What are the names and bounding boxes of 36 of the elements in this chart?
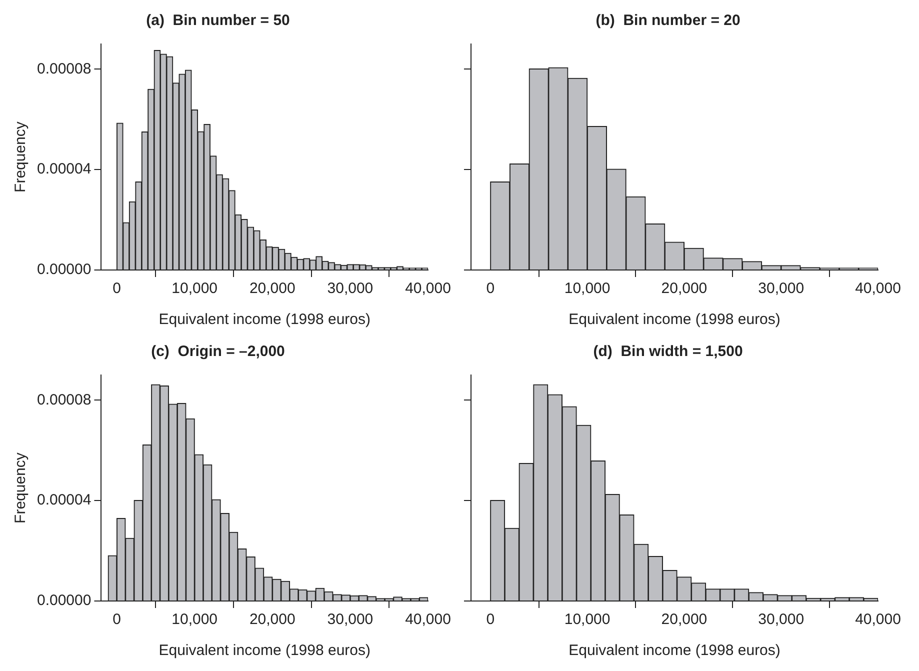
x-axis-title: Equivalent income (1998 euros) xyxy=(568,311,780,328)
x-tick-label: 10,000 xyxy=(564,611,610,628)
x-tick-label: 30,000 xyxy=(758,611,804,628)
x-tick-label: 0 xyxy=(112,280,121,298)
x-tick-label: 20,000 xyxy=(249,611,296,628)
x-axis-title: Equivalent income (1998 euros) xyxy=(158,311,371,328)
y-axis-title: Frequency xyxy=(12,452,30,524)
x-tick-label: 10,000 xyxy=(564,280,610,298)
y-tick-label: 0.00000 xyxy=(36,261,92,278)
x-tick-label: 40,000 xyxy=(405,611,451,628)
chart-title: (a) Bin number = 50 xyxy=(146,12,290,30)
chart-title: (d) Bin width = 1,500 xyxy=(593,343,743,360)
x-tick-label: 30,000 xyxy=(327,280,374,298)
x-tick-label: 30,000 xyxy=(758,280,804,298)
x-tick-label: 20,000 xyxy=(661,280,708,298)
y-tick-label: 0.00000 xyxy=(36,592,92,610)
x-tick-label: 0 xyxy=(486,611,495,628)
x-tick-label: 0 xyxy=(486,280,495,298)
y-tick-label: 0.00008 xyxy=(36,391,92,408)
x-tick-label: 40,000 xyxy=(855,611,901,628)
x-tick-label: 40,000 xyxy=(855,280,901,298)
y-tick-label: 0.00008 xyxy=(36,60,92,78)
y-tick-label: 0.00004 xyxy=(36,492,92,509)
x-tick-label: 40,000 xyxy=(405,280,451,298)
x-tick-label: 20,000 xyxy=(249,280,296,298)
y-axis-title: Frequency xyxy=(12,121,30,192)
x-tick-label: 10,000 xyxy=(172,611,218,628)
chart-title: (c) Origin = –2,000 xyxy=(151,343,285,360)
chart-title: (b) Bin number = 20 xyxy=(596,12,740,30)
x-tick-label: 0 xyxy=(112,611,121,628)
x-tick-label: 20,000 xyxy=(661,611,708,628)
y-tick-label: 0.00004 xyxy=(36,160,92,178)
x-tick-label: 30,000 xyxy=(327,611,374,628)
x-axis-title: Equivalent income (1998 euros) xyxy=(158,642,371,660)
x-tick-label: 10,000 xyxy=(172,280,218,298)
x-axis-title: Equivalent income (1998 euros) xyxy=(568,642,780,660)
